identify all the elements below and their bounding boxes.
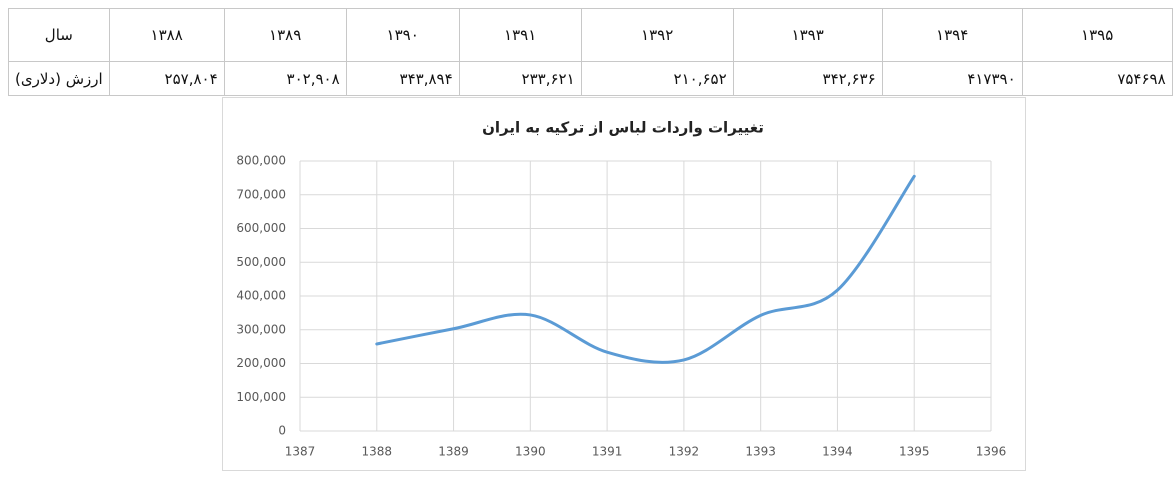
y-tick-label: 300,000 xyxy=(236,322,286,336)
table-cell: ۱۳۹۴ xyxy=(881,8,1023,62)
y-tick-label: 400,000 xyxy=(236,289,286,303)
x-tick-label: 1390 xyxy=(515,445,546,459)
table-cell: ۳۴۳,۸۹۴ xyxy=(345,61,460,96)
table-cell: ۱۳۹۲ xyxy=(580,8,734,62)
row-header: سال xyxy=(8,8,110,62)
y-tick-label: 600,000 xyxy=(236,221,286,235)
chart: تغییرات واردات لباس از ترکیه به ایران 0 1… xyxy=(236,119,1007,459)
y-tick-label: 500,000 xyxy=(236,255,286,269)
table-row: ارزش (دلاری) ۲۵۷,۸۰۴ ۳۰۲,۹۰۸ ۳۴۳,۸۹۴ ۲۳۳,۶۲۱… xyxy=(8,61,1173,96)
x-tick-label: 1396 xyxy=(976,445,1007,459)
x-tick-label: 1395 xyxy=(899,445,930,459)
table-cell: ۲۱۰,۶۵۲ xyxy=(580,61,734,96)
x-tick-label: 1387 xyxy=(285,445,316,459)
table-cell: ۲۳۳,۶۲۱ xyxy=(458,61,582,96)
y-tick-label: 800,000 xyxy=(236,154,286,168)
data-table: سال ۱۳۸۸ ۱۳۸۹ ۱۳۹۰ ۱۳۹۱ ۱۳۹۲ ۱۳۹۳ ۱۳۹۴ ۱۳۹۵ ارزش … xyxy=(8,8,1173,96)
table-cell: ۳۴۲,۶۳۶ xyxy=(732,61,883,96)
y-tick-label: 700,000 xyxy=(236,187,286,201)
row-header: ارزش (دلاری) xyxy=(8,61,110,96)
table-cell: ۴۱۷۳۹۰ xyxy=(881,61,1023,96)
x-tick-label: 1389 xyxy=(438,445,469,459)
y-tick-label: 0 xyxy=(278,424,286,438)
table-cell: ۱۳۹۵ xyxy=(1021,8,1173,62)
y-tick-label: 100,000 xyxy=(236,390,286,404)
chart-title: تغییرات واردات لباس از ترکیه به ایران xyxy=(482,119,764,137)
table-cell: ۲۵۷,۸۰۴ xyxy=(108,61,225,96)
x-tick-label: 1394 xyxy=(822,445,853,459)
table-cell: ۷۵۴۶۹۸ xyxy=(1021,61,1173,96)
table-cell: ۱۳۹۰ xyxy=(345,8,460,62)
chart-area: تغییرات واردات لباس از ترکیه به ایران 0 1… xyxy=(222,97,1026,471)
table-cell: ۱۳۹۳ xyxy=(732,8,883,62)
table-cell: ۱۳۸۹ xyxy=(223,8,347,62)
x-tick-label: 1392 xyxy=(669,445,700,459)
table-cell: ۳۰۲,۹۰۸ xyxy=(223,61,347,96)
x-tick-label: 1391 xyxy=(592,445,623,459)
y-tick-label: 200,000 xyxy=(236,356,286,370)
table-cell: ۱۳۹۱ xyxy=(458,8,582,62)
table-row: سال ۱۳۸۸ ۱۳۸۹ ۱۳۹۰ ۱۳۹۱ ۱۳۹۲ ۱۳۹۳ ۱۳۹۴ ۱۳۹۵ xyxy=(8,8,1173,62)
table-cell: ۱۳۸۸ xyxy=(108,8,225,62)
x-tick-label: 1393 xyxy=(745,445,776,459)
data-line xyxy=(375,174,916,364)
x-tick-label: 1388 xyxy=(362,445,393,459)
